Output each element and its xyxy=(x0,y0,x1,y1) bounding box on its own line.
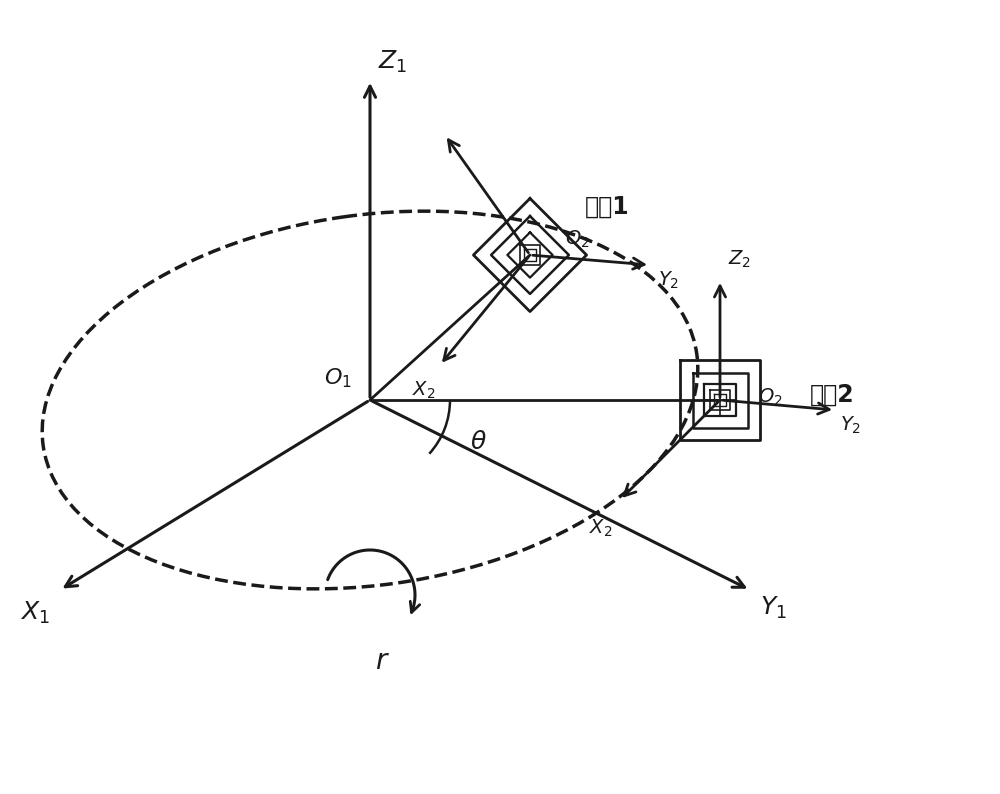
Text: $Y_1$: $Y_1$ xyxy=(760,595,787,621)
Text: $X_2$: $X_2$ xyxy=(589,518,612,539)
Text: $X_2$: $X_2$ xyxy=(412,380,435,401)
Text: 位置2: 位置2 xyxy=(810,383,855,407)
Text: $Y_2$: $Y_2$ xyxy=(658,270,679,291)
Text: $X_1$: $X_1$ xyxy=(20,600,50,626)
Text: $O_2$: $O_2$ xyxy=(565,229,590,250)
Text: $Z_1$: $Z_1$ xyxy=(378,48,407,75)
Text: $Z_2$: $Z_2$ xyxy=(728,249,751,270)
Text: 位置1: 位置1 xyxy=(585,195,630,219)
Text: $Y_2$: $Y_2$ xyxy=(840,415,861,436)
Text: $r$: $r$ xyxy=(375,647,390,675)
Text: $\theta$: $\theta$ xyxy=(470,430,487,454)
Text: $O_2$: $O_2$ xyxy=(758,387,783,407)
Text: $O_1$: $O_1$ xyxy=(324,366,352,390)
